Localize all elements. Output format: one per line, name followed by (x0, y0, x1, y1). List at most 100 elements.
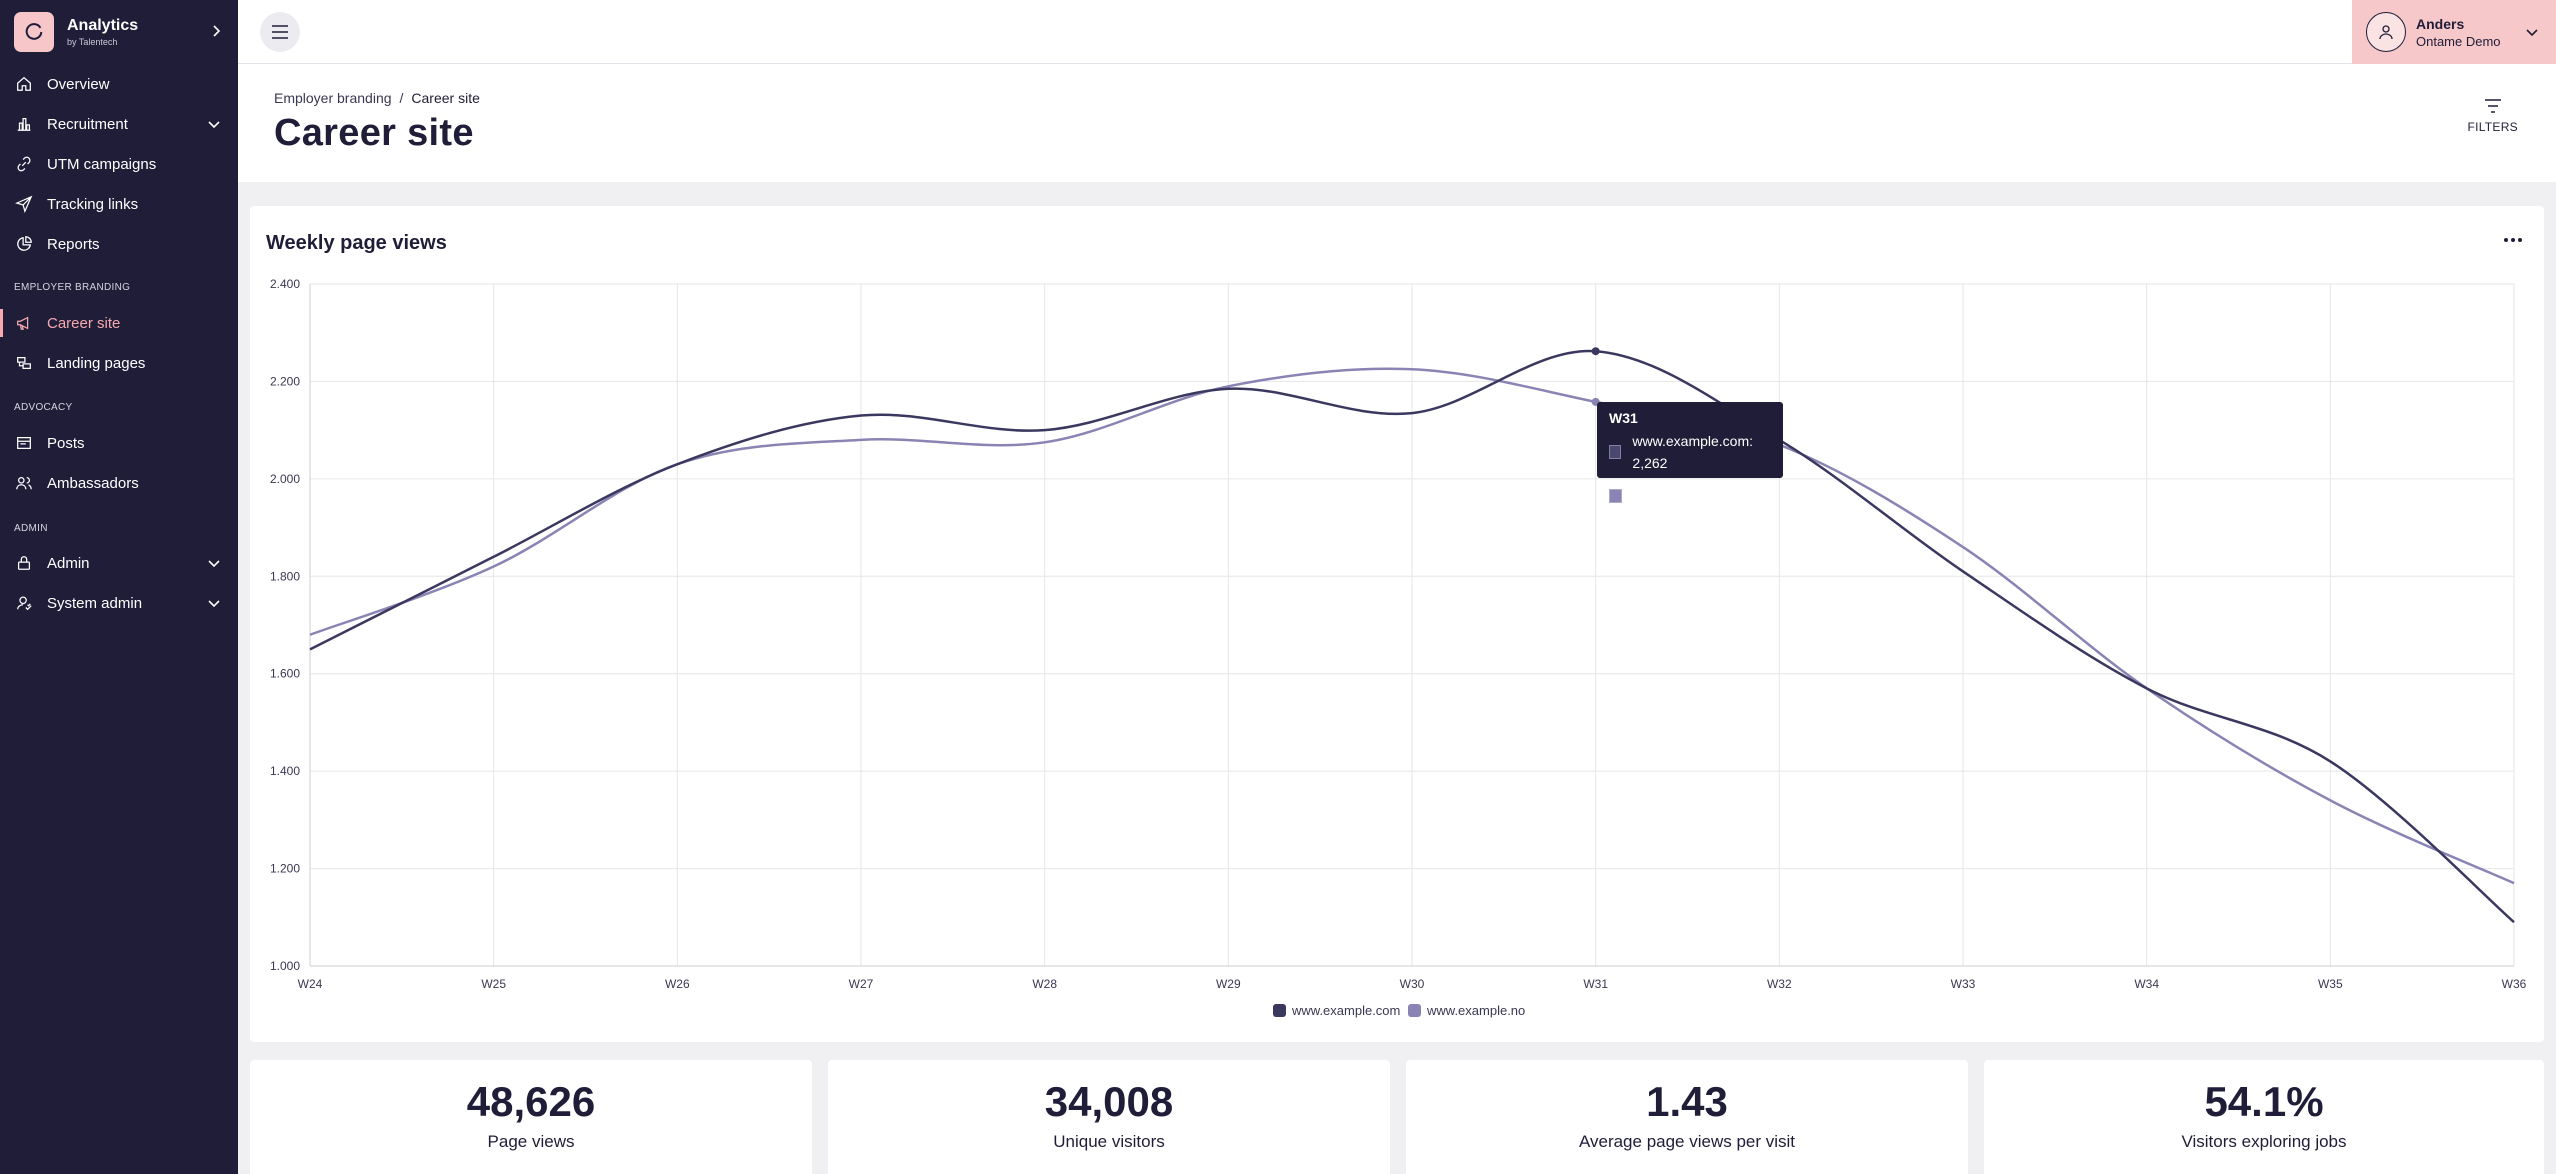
tooltip-row-text: www.example.com: 2,262 (1632, 433, 1754, 471)
y-tick-label: 2.400 (270, 277, 300, 291)
chevron-right-icon[interactable] (208, 23, 224, 39)
x-tick-label: W28 (1032, 977, 1057, 991)
topbar: Anders Ontame Demo (238, 0, 2556, 64)
more-dot-icon (2504, 238, 2508, 242)
sidebar-item-ambassadors[interactable]: Ambassadors (0, 465, 238, 501)
sidebar-item-landing-pages[interactable]: Landing pages (0, 345, 238, 381)
link-icon (14, 154, 34, 174)
x-tick-label: W30 (1400, 977, 1425, 991)
tooltip-swatch (1609, 445, 1622, 459)
breadcrumb-current: Career site (411, 90, 480, 106)
brand[interactable]: Analytics by Talentech (14, 11, 224, 53)
sidebar-item-label: Tracking links (47, 195, 139, 213)
line-chart: 1.000 1.200 1.400 1.600 1.800 2.000 2.200 2.400… (270, 277, 2527, 1018)
chart-title: Weekly page views (266, 232, 447, 254)
user-menu[interactable]: Anders Ontame Demo (2352, 0, 2556, 64)
more-options-button[interactable] (2504, 238, 2522, 242)
sidebar-item-career-site[interactable]: Career site (0, 305, 238, 341)
sidebar-item-label: UTM campaigns (47, 155, 157, 173)
legend-label: www.example.com (1291, 1003, 1400, 1018)
send-icon (14, 194, 34, 214)
chart-tooltip: W31 www.example.com: 2,262 www.example.n… (1597, 402, 1783, 515)
posts-icon (14, 433, 34, 453)
x-tick-label: W25 (481, 977, 506, 991)
x-tick-label: W33 (1951, 977, 1976, 991)
sidebar-item-label: Posts (47, 434, 85, 452)
chevron-down-icon (208, 121, 220, 129)
y-tick-label: 2.200 (270, 374, 300, 388)
bar-chart-icon (14, 114, 34, 134)
x-tick-label: W35 (2318, 977, 2343, 991)
user-cog-icon (14, 593, 34, 613)
section-label-admin: ADMIN (14, 523, 48, 534)
x-tick-label: W36 (2502, 977, 2527, 991)
legend-label: www.example.no (1426, 1003, 1525, 1018)
sidebar-item-label: Overview (47, 75, 110, 93)
sidebar-item-label: Recruitment (47, 115, 128, 133)
kpi-label: Visitors exploring jobs (2181, 1132, 2347, 1151)
breadcrumb: Employer branding / Career site (274, 90, 480, 106)
hamburger-icon (272, 25, 288, 39)
brand-logo-icon (14, 12, 54, 52)
x-tick-label: W24 (298, 977, 323, 991)
section-label-employer-branding: EMPLOYER BRANDING (14, 282, 131, 293)
kpi-value: 1.43 (1646, 1078, 1728, 1125)
landing-icon (14, 353, 34, 373)
lock-icon (14, 553, 34, 573)
sidebar-item-label: Admin (47, 554, 90, 572)
y-tick-label: 1.000 (270, 959, 300, 973)
sidebar-item-label: System admin (47, 594, 143, 612)
sidebar-item-posts[interactable]: Posts (0, 425, 238, 461)
y-tick-label: 1.600 (270, 667, 300, 681)
series-line (309, 349, 2515, 924)
x-tick-label: W32 (1767, 977, 1792, 991)
sidebar-item-recruitment[interactable]: Recruitment (0, 106, 238, 142)
breadcrumb-parent[interactable]: Employer branding (274, 90, 392, 106)
kpi-card-visitors-exploring-jobs: 54.1% Visitors exploring jobs (1984, 1060, 2544, 1174)
kpi-card-avg-page-views: 1.43 Average page views per visit (1406, 1060, 1968, 1174)
user-name: Anders (2416, 15, 2465, 32)
kpi-value: 48,626 (466, 1078, 596, 1125)
legend-swatch (1273, 1004, 1286, 1017)
kpi-label: Page views (487, 1132, 575, 1151)
brand-subtitle: by Talentech (67, 37, 118, 47)
filters-label: FILTERS (2467, 120, 2518, 134)
y-tick-label: 1.200 (270, 862, 300, 876)
users-icon (14, 473, 34, 493)
tooltip-title: W31 (1609, 410, 1638, 426)
more-dot-icon (2518, 238, 2522, 242)
kpi-label: Unique visitors (1053, 1132, 1165, 1151)
x-tick-label: W26 (665, 977, 690, 991)
sidebar-item-tracking-links[interactable]: Tracking links (0, 186, 238, 222)
user-icon (2379, 25, 2393, 40)
page-title: Career site (274, 112, 474, 154)
filters-button[interactable]: FILTERS (2467, 98, 2518, 134)
home-icon (14, 74, 34, 94)
pie-chart-icon (14, 234, 34, 254)
tooltip-row: www.example.com: 2,262 (1609, 430, 1771, 474)
sidebar-item-label: Landing pages (47, 354, 146, 372)
sidebar-item-system-admin[interactable]: System admin (0, 585, 238, 621)
sidebar-item-admin[interactable]: Admin (0, 545, 238, 581)
sidebar-item-reports[interactable]: Reports (0, 226, 238, 262)
avatar (2366, 12, 2406, 52)
y-tick-label: 1.800 (270, 569, 300, 583)
sidebar-item-label: Ambassadors (47, 474, 139, 492)
y-tick-label: 1.400 (270, 764, 300, 778)
sidebar-item-utm-campaigns[interactable]: UTM campaigns (0, 146, 238, 182)
kpi-card-unique-visitors: 34,008 Unique visitors (828, 1060, 1390, 1174)
kpi-label: Average page views per visit (1578, 1132, 1796, 1151)
sidebar-item-overview[interactable]: Overview (0, 66, 238, 102)
more-dot-icon (2511, 238, 2515, 242)
breadcrumb-separator: / (399, 90, 404, 106)
data-point (1591, 347, 1600, 356)
menu-toggle-button[interactable] (260, 12, 300, 52)
x-tick-label: W34 (2134, 977, 2159, 991)
chevron-down-icon (208, 560, 220, 568)
sidebar-item-label: Career site (47, 314, 121, 332)
tooltip-row: www.example.no: 2,158 (1609, 474, 1771, 518)
page-header: Employer branding / Career site Career s… (238, 64, 2556, 182)
section-label-advocacy: ADVOCACY (14, 402, 73, 413)
chevron-down-icon (2526, 29, 2538, 37)
tooltip-swatch (1609, 489, 1623, 503)
